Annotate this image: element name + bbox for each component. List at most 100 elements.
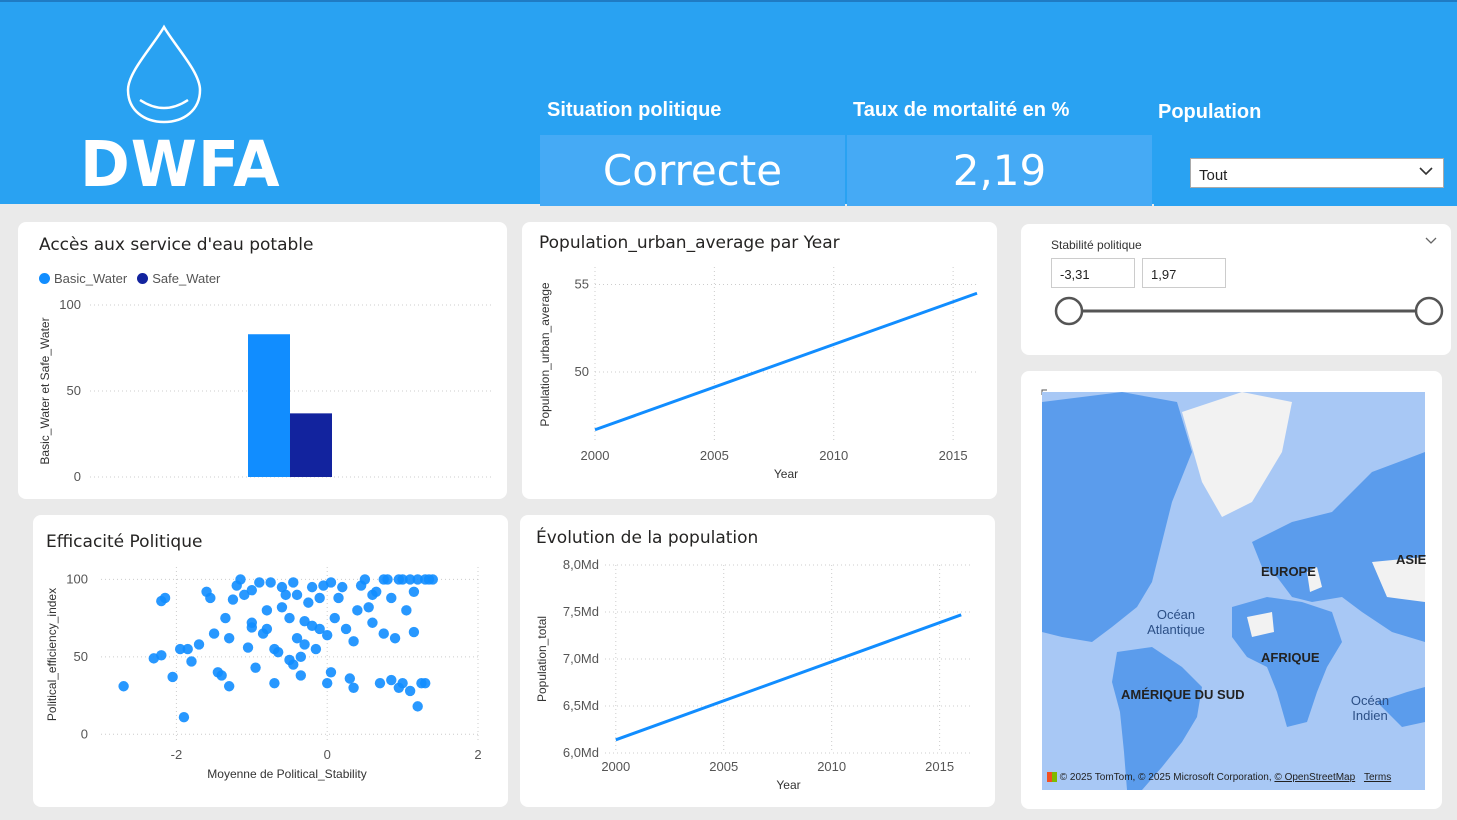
slider-handle-max[interactable]	[1414, 296, 1444, 326]
scatter-point	[167, 671, 178, 683]
kpi-value-mortality: 2,19	[847, 135, 1152, 206]
scatter-point	[322, 629, 333, 641]
map-label-line: Océan	[1156, 607, 1196, 622]
map-label-afrique: AFRIQUE	[1261, 650, 1320, 665]
y-tick-label: 6,5Md	[563, 698, 599, 713]
legend-label: Basic_Water	[54, 271, 128, 286]
population-dropdown[interactable]: Tout	[1190, 158, 1444, 188]
scatter-point	[329, 612, 340, 624]
scatter-point	[220, 612, 231, 624]
population-line-chart: 6,0Md 6,5Md 7,0Md 7,5Md 8,0Md 2000 2005 2010 201…	[535, 557, 972, 792]
dwfa-logo: DWFA	[70, 22, 280, 202]
x-tick-label: 2	[474, 747, 481, 762]
australia-shape	[1377, 687, 1425, 727]
political-stability-slicer: Stabilité politique -3,31 1,97	[1021, 224, 1451, 355]
scatter-point	[404, 685, 416, 697]
scatter-point	[227, 594, 239, 605]
scatter-point	[159, 592, 171, 604]
x-tick-label: -2	[171, 747, 183, 762]
scatter-point	[420, 677, 431, 689]
scatter-point	[174, 643, 186, 655]
kpi-label-political-situation: Situation politique	[547, 99, 722, 121]
scatter-point	[404, 574, 416, 585]
map-label-ocean-indien: Océan Indien	[1341, 693, 1399, 723]
series-line	[615, 613, 962, 742]
scatter-point	[386, 592, 397, 604]
scatter-point	[193, 639, 205, 650]
y-tick-label: 7,5Md	[563, 604, 599, 619]
scatter-point	[156, 650, 167, 661]
scatter-point	[397, 574, 408, 585]
north-america-shape	[1042, 392, 1192, 642]
eurasia-shape	[1252, 452, 1425, 642]
scatter-point	[254, 577, 265, 588]
europe-gap-shape	[1307, 567, 1322, 592]
scatter-point	[337, 581, 348, 593]
scatter-point	[359, 574, 371, 585]
map-label-line: Atlantique	[1147, 622, 1205, 637]
scatter-point	[363, 602, 374, 613]
bar-chart: 0 50 100 Basic_Water et Safe_Water	[38, 297, 493, 484]
slicer-track[interactable]	[1021, 291, 1451, 331]
scatter-point	[348, 682, 359, 693]
chevron-down-icon[interactable]	[1425, 237, 1437, 245]
scatter-point	[303, 597, 314, 608]
y-tick-label: 50	[67, 383, 81, 398]
scatter-point	[280, 589, 291, 601]
card-title: Efficacité Politique	[46, 532, 203, 552]
scatter-point	[295, 651, 307, 663]
urban-average-card: Population_urban_average par Year 50 55 20…	[522, 222, 997, 499]
map-label-ocean-atlantique: Océan Atlantique	[1141, 607, 1211, 637]
kpi-label-mortality: Taux de mortalité en %	[853, 99, 1070, 121]
x-tick-label: 2010	[817, 759, 846, 774]
scatter-point	[223, 633, 235, 644]
scatter-point	[427, 574, 438, 585]
water-access-card: Accès aux service d'eau potable Basic_Wa…	[18, 222, 507, 499]
scatter-point	[314, 592, 325, 604]
urban-line-chart: 50 55 2000 2005 2010 2015 Year Population_urban…	[538, 267, 978, 481]
x-tick-label: 2005	[709, 759, 738, 774]
card-title: Accès aux service d'eau potable	[39, 235, 314, 255]
x-tick-label: 2010	[819, 448, 848, 463]
scatter-point	[288, 577, 299, 588]
scatter-point	[239, 589, 250, 601]
y-tick-label: 6,0Md	[563, 745, 599, 760]
scatter-point	[393, 682, 405, 693]
scatter-point	[186, 656, 197, 667]
bar-basic-water	[248, 334, 290, 477]
scatter-point	[242, 642, 254, 653]
scatter-point	[408, 586, 420, 597]
scatter-point	[208, 628, 220, 639]
asia-gap-shape	[1372, 557, 1425, 602]
scatter-point	[322, 677, 333, 689]
scatter-point	[182, 643, 193, 655]
slicer-max-input[interactable]: 1,97	[1142, 258, 1226, 288]
scatter-point	[284, 612, 295, 624]
openstreetmap-link[interactable]: © OpenStreetMap	[1274, 772, 1356, 783]
scatter-point	[288, 659, 299, 670]
scatter-point	[333, 592, 344, 604]
slicer-min-input[interactable]: -3,31	[1051, 258, 1135, 288]
y-tick-label: 0	[81, 726, 88, 741]
greenland-shape	[1182, 392, 1292, 517]
slider-handle-min[interactable]	[1054, 296, 1084, 326]
scatter-point	[261, 623, 273, 635]
y-axis-title: Political_efficiency_index	[45, 588, 59, 721]
population-evolution-card: Évolution de la population 6,0Md 6,5Md 7,0…	[520, 515, 995, 807]
kpi-value-political-situation: Correcte	[540, 135, 845, 206]
y-tick-label: 8,0Md	[563, 557, 599, 572]
scatter-point	[205, 592, 216, 604]
slicer-title: Stabilité politique	[1051, 238, 1142, 252]
y-tick-label: 55	[575, 277, 589, 292]
card-title: Population_urban_average par Year	[539, 233, 840, 253]
x-axis-title: Year	[776, 778, 800, 792]
scatter-point	[276, 581, 288, 593]
scatter-point	[367, 617, 378, 628]
y-tick-label: 100	[59, 297, 81, 312]
y-tick-label: 0	[74, 469, 81, 484]
terms-link[interactable]: Terms	[1363, 772, 1392, 783]
x-axis-title: Year	[774, 467, 798, 481]
scatter-point	[310, 643, 322, 655]
world-map[interactable]	[1042, 392, 1425, 790]
scatter-point	[291, 589, 303, 601]
